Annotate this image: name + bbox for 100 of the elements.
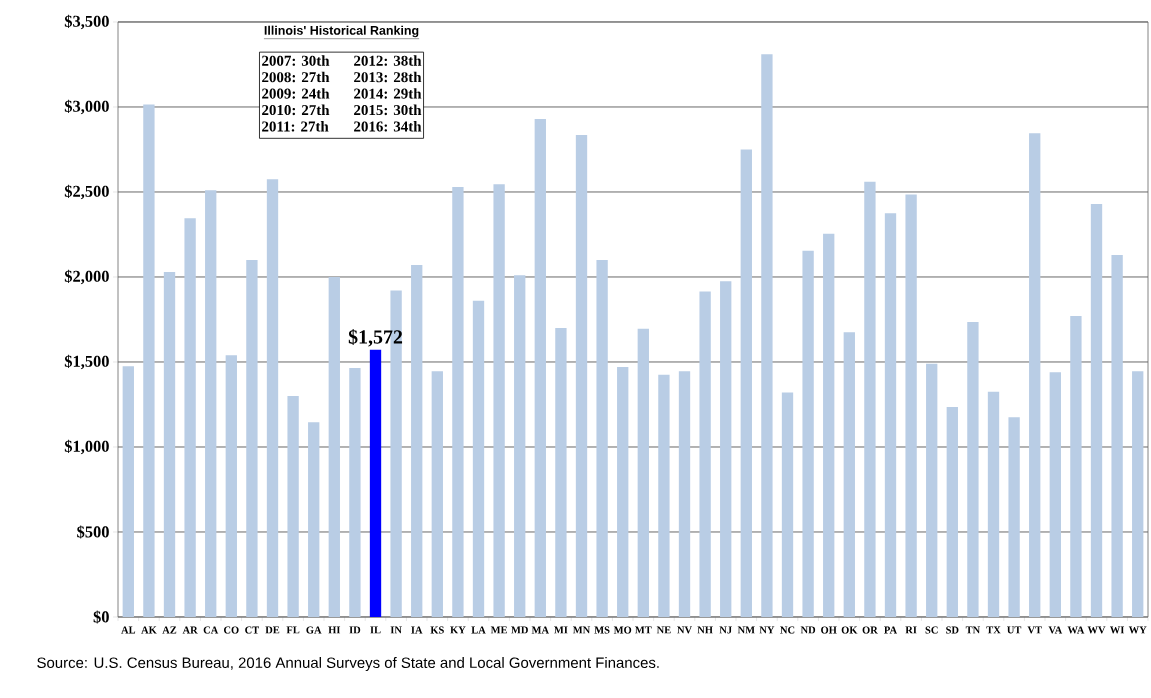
x-tick-label: IN [390,626,402,634]
bar [823,233,835,617]
bar [761,54,773,617]
bar [905,194,917,617]
x-tick-label: FL [286,626,300,634]
bar [1029,133,1041,617]
x-tick-label: VA [1048,626,1063,634]
x-tick-label: SC [925,626,938,634]
annotation: 2016: 34th [354,121,422,132]
bar [411,265,423,617]
x-tick-label: MT [635,626,652,634]
bar [225,355,237,617]
x-tick-label: CA [203,626,219,634]
x-tick-label: AK [141,626,157,634]
bar [1132,371,1144,617]
bar [1090,203,1103,617]
x-tick-label: KY [450,626,466,634]
bar [246,259,258,617]
bar [864,181,876,617]
y-tick-label: $0 [93,610,109,624]
x-tick-label: MA [531,626,549,634]
x-tick-label: DE [265,626,280,634]
x-tick-label: RI [905,626,917,634]
annotation: Illinois' Historical Ranking [264,25,419,38]
bar [472,300,485,617]
bar [308,422,320,617]
y-tick-label: $1,500 [64,354,109,370]
x-tick-label: OK [841,626,858,634]
bar [946,407,958,617]
annotation: 2009: 24th [262,88,330,99]
annotation: 2014: 29th [354,88,422,99]
x-tick-label: MO [613,626,632,634]
x-tick-label: NY [759,626,775,634]
bar [122,366,134,617]
x-tick-label: KS [430,626,444,634]
x-tick-label: TN [965,626,981,634]
x-tick-label: NC [780,626,795,634]
bar [678,371,691,617]
bar [987,391,1000,617]
bar [534,118,546,617]
y-tick-label: $3,500 [64,14,109,30]
bar [802,250,814,617]
annotation: 2011: 27th [262,121,329,132]
x-tick-label: SD [946,626,959,634]
bar [720,281,732,617]
x-tick-label: AZ [162,626,177,634]
x-tick-label: WI [1109,626,1125,634]
annotation: 2007: 30th [262,55,330,66]
x-tick-label: IL [370,626,381,634]
y-tick-label: $1,000 [64,439,109,455]
x-tick-label: WA [1067,626,1085,634]
bar [1049,372,1061,617]
bar [1070,316,1082,617]
x-tick-label: MS [594,626,610,634]
bar [575,135,588,617]
bar [184,218,196,617]
x-tick-label: WY [1128,626,1147,634]
bar [740,149,752,617]
bar [699,291,711,617]
annotation: 2013: 28th [354,71,422,83]
x-tick-label: VT [1027,626,1042,634]
x-tick-label: UT [1007,626,1022,634]
x-tick-label: LA [471,626,486,634]
bar [617,367,629,617]
bar [1111,254,1123,617]
bar [658,374,670,617]
bar [514,275,526,617]
annotation: 2012: 38th [354,55,422,66]
y-tick-label: $500 [77,525,109,539]
x-tick-label: TX [986,626,1001,634]
bar [349,367,361,617]
annotation: 2010: 27th [262,104,330,116]
x-tick-label: PA [884,626,898,634]
y-tick-label: $2,500 [64,184,109,200]
y-tick-label: $3,000 [64,99,109,115]
bar [143,104,155,617]
x-tick-label: AL [121,626,136,634]
x-tick-label: NM [737,626,755,634]
x-tick-label: MI [554,626,568,634]
bar [884,213,897,617]
bar [328,276,340,617]
x-tick-label: CO [223,626,239,634]
source-note: Source: U.S. Census Bureau, 2016 Annual Surveys of State and Local Government Finances. [37,657,659,671]
x-tick-label: OH [821,626,837,634]
x-tick-label: HI [328,626,341,634]
bar [266,179,279,617]
x-tick-label: ME [490,626,507,634]
bar [843,332,855,617]
bar [163,271,176,617]
annotation: 2008: 27th [262,71,330,83]
x-tick-label: CT [245,626,260,634]
x-tick-label: GA [306,626,322,634]
x-tick-label: NE [656,626,671,634]
x-tick-label: AR [182,626,198,634]
x-tick-label: ID [349,626,361,634]
x-tick-label: WV [1087,626,1106,634]
bar [967,322,979,617]
annotation: 2015: 30th [354,104,422,116]
bar [1008,417,1020,617]
x-tick-label: NH [697,626,713,634]
